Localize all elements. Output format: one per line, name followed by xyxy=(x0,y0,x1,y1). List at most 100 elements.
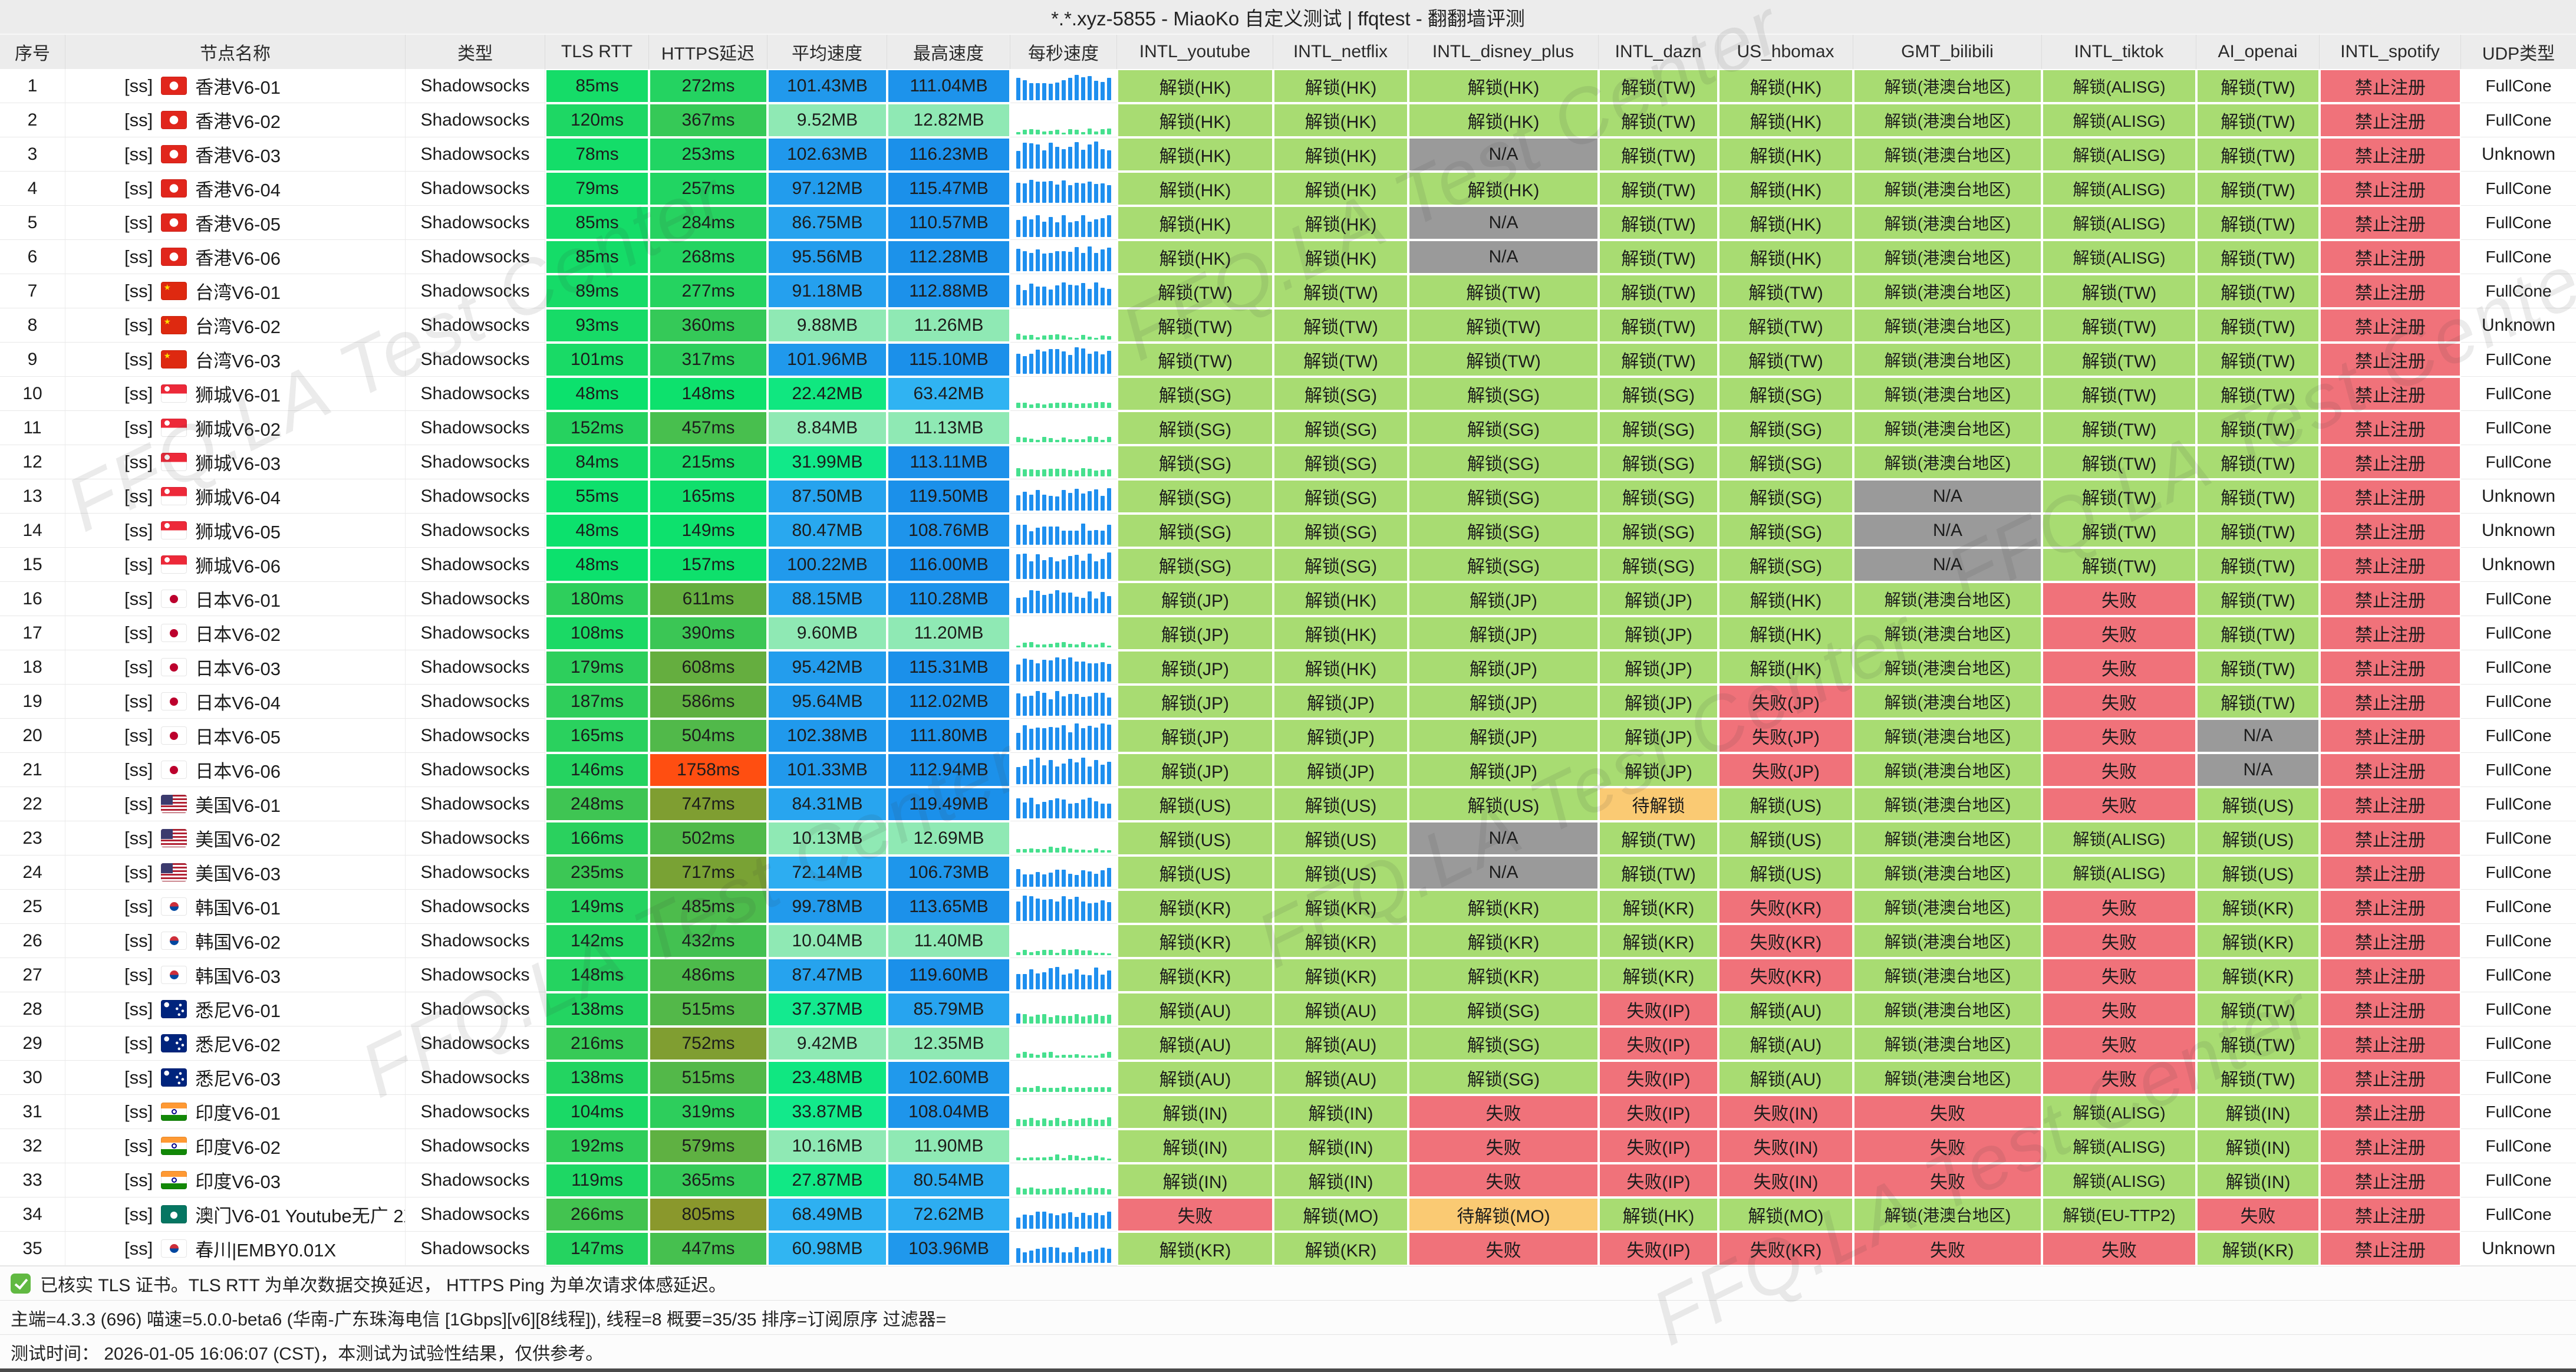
column-header-disney_plus[interactable]: INTL_disney_plus xyxy=(1408,35,1599,69)
speed-sparkline xyxy=(1010,856,1117,890)
cell-youtube: 解锁(IN) xyxy=(1117,1129,1273,1163)
cell-udp: FullCone xyxy=(2461,1026,2576,1061)
spark-bar xyxy=(1055,527,1059,545)
column-header-dazn[interactable]: INTL_dazn xyxy=(1599,35,1718,69)
column-header-youtube[interactable]: INTL_youtube xyxy=(1117,35,1273,69)
cell-dazn: 解锁(SG) xyxy=(1599,411,1718,445)
spark-bar xyxy=(1036,950,1040,955)
node-name: 日本V6-01 xyxy=(195,590,281,611)
spark-bar xyxy=(1094,848,1098,853)
flag-icon-jp xyxy=(161,624,187,642)
table-row: 17 [ss] 日本V6-02 Shadowsocks 108ms 390ms 9.60MB… xyxy=(0,616,2576,650)
column-header-tiktok[interactable]: INTL_tiktok xyxy=(2042,35,2196,69)
spark-bar xyxy=(1081,1118,1085,1126)
cell-hbomax: 失败(KR) xyxy=(1718,890,1853,924)
protocol-tag: [ss] xyxy=(124,383,153,404)
cell-hbomax: 解锁(HK) xyxy=(1718,206,1853,240)
spark-bar xyxy=(1101,974,1105,989)
column-header-max_speed[interactable]: 最高速度 xyxy=(887,35,1010,69)
column-header-spotify[interactable]: INTL_spotify xyxy=(2320,35,2461,69)
spark-bar xyxy=(1023,437,1027,442)
flag-icon-kr xyxy=(161,966,187,984)
column-header-avg_speed[interactable]: 平均速度 xyxy=(767,35,887,69)
cell-youtube: 解锁(US) xyxy=(1117,821,1273,856)
speed-sparkline xyxy=(1010,1061,1117,1095)
cell-hbomax: 失败(KR) xyxy=(1718,958,1853,992)
spark-bar xyxy=(1036,690,1040,716)
spark-bar xyxy=(1062,1213,1066,1229)
spark-bar xyxy=(1107,1158,1111,1160)
spark-bar xyxy=(1049,180,1053,203)
cell-openai: N/A xyxy=(2196,753,2320,787)
column-header-netflix[interactable]: INTL_netflix xyxy=(1273,35,1408,69)
spark-bar xyxy=(1081,799,1085,818)
tls-rtt-cell: 119ms xyxy=(545,1163,649,1197)
cell-udp: FullCone xyxy=(2461,377,2576,411)
column-header-openai[interactable]: AI_openai xyxy=(2196,35,2320,69)
column-header-per_second_speed[interactable]: 每秒速度 xyxy=(1010,35,1117,69)
table-row: 1 [ss] 香港V6-01 Shadowsocks 85ms 272ms 101.43MB… xyxy=(0,69,2576,103)
cell-tiktok: 解锁(ALISG) xyxy=(2042,1095,2196,1129)
cell-disney_plus: 解锁(SG) xyxy=(1408,1061,1599,1095)
row-index: 8 xyxy=(0,308,65,343)
spark-bar xyxy=(1049,1156,1053,1160)
cell-dazn: 解锁(JP) xyxy=(1599,719,1718,753)
cell-udp: FullCone xyxy=(2461,1163,2576,1197)
column-header-type[interactable]: 类型 xyxy=(406,35,545,69)
cell-tiktok: 失败 xyxy=(2042,719,2196,753)
column-header-udp[interactable]: UDP类型 xyxy=(2482,44,2555,64)
column-header-index[interactable]: 序号 xyxy=(0,35,65,69)
column-header-tls_rtt[interactable]: TLS RTT xyxy=(545,35,649,69)
row-index: 2 xyxy=(0,103,65,137)
cell-dazn: 解锁(TW) xyxy=(1599,308,1718,343)
spark-bar xyxy=(1068,1088,1072,1092)
row-index: 30 xyxy=(0,1061,65,1095)
cell-udp: FullCone xyxy=(2461,103,2576,137)
speed-sparkline xyxy=(1010,1095,1117,1129)
spark-bar xyxy=(1036,1015,1040,1024)
spark-bar xyxy=(1068,129,1072,134)
spark-bar xyxy=(1075,74,1079,100)
spark-bar xyxy=(1029,129,1033,134)
cell-disney_plus: 解锁(SG) xyxy=(1408,377,1599,411)
cell-hbomax: 解锁(SG) xyxy=(1718,377,1853,411)
spark-bar xyxy=(1042,222,1046,237)
node-type: Shadowsocks xyxy=(406,69,545,103)
spark-bar xyxy=(1101,149,1105,169)
cell-udp: FullCone xyxy=(2461,1095,2576,1129)
footer-tls-note: 已核实 TLS 证书。TLS RTT 为单次数据交换延迟， HTTPS Ping… xyxy=(0,1266,2576,1300)
cell-spotify: 禁止注册 xyxy=(2320,753,2461,787)
cell-netflix: 解锁(SG) xyxy=(1273,377,1408,411)
spark-bar xyxy=(1068,899,1072,921)
cell-netflix: 解锁(KR) xyxy=(1273,1232,1408,1266)
spark-bar xyxy=(1016,798,1020,818)
cell-dazn: 解锁(TW) xyxy=(1599,856,1718,890)
speed-sparkline xyxy=(1010,172,1117,206)
spark-bar xyxy=(1101,1188,1105,1195)
row-index: 4 xyxy=(0,172,65,206)
flag-icon-cn xyxy=(161,282,187,300)
cell-hbomax: 失败(JP) xyxy=(1718,719,1853,753)
column-header-bilibili[interactable]: GMT_bilibili xyxy=(1853,35,2042,69)
cell-spotify: 禁止注册 xyxy=(2320,719,2461,753)
spark-bar xyxy=(1101,803,1105,818)
spark-bar xyxy=(1081,1088,1085,1092)
table-row: 33 [ss] 印度V6-03 Shadowsocks 119ms 365ms 27.87M… xyxy=(0,1163,2576,1197)
cell-bilibili: 解锁(港澳台地区) xyxy=(1853,958,2042,992)
spark-bar xyxy=(1081,641,1085,647)
column-header-https_latency[interactable]: HTTPS延迟 xyxy=(649,35,767,69)
node-name-cell: [ss] 狮城V6-04 xyxy=(65,479,406,514)
spark-bar xyxy=(1042,1157,1046,1160)
column-header-hbomax[interactable]: US_hbomax xyxy=(1718,35,1853,69)
spark-bar xyxy=(1049,526,1053,545)
cell-bilibili: 解锁(港澳台地区) xyxy=(1853,890,2042,924)
spark-bar xyxy=(1101,440,1105,442)
column-header-node_name[interactable]: 节点名称 xyxy=(65,35,406,69)
cell-dazn: 失败(IP) xyxy=(1599,1061,1718,1095)
cell-netflix: 解锁(HK) xyxy=(1273,582,1408,616)
spark-bar xyxy=(1101,900,1105,921)
spark-bar xyxy=(1062,592,1066,613)
cell-hbomax: 解锁(HK) xyxy=(1718,650,1853,685)
spark-bar xyxy=(1036,83,1040,100)
cell-openai: 解锁(TW) xyxy=(2196,103,2320,137)
